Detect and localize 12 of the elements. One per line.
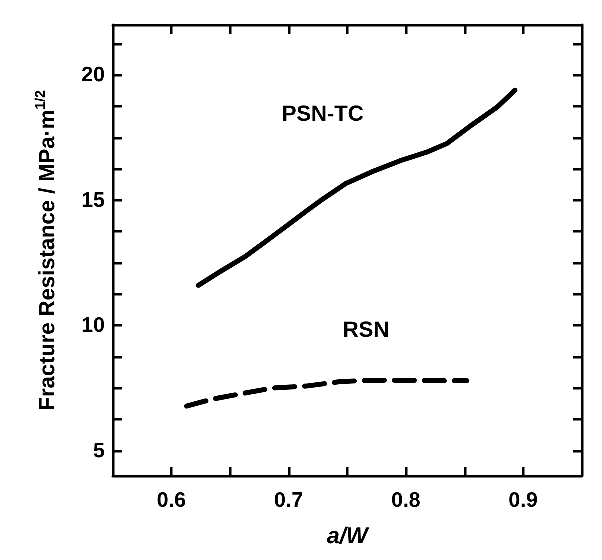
x-tick-label: 0.8 xyxy=(392,489,422,512)
y-tick-label: 5 xyxy=(93,439,106,462)
x-tick-label: 0.9 xyxy=(508,489,538,512)
y-axis-title: Fracture Resistance / MPa·m1/2 xyxy=(32,90,60,411)
y-tick-label: 20 xyxy=(82,64,105,87)
text: PSN-TC xyxy=(282,100,364,126)
x-axis-title: a/W xyxy=(327,522,370,548)
y-tick-label: 15 xyxy=(82,188,106,212)
x-tick-label: 0.7 xyxy=(274,489,304,512)
series-label: RSN xyxy=(343,317,390,342)
x-tick-label: 0.6 xyxy=(157,489,186,512)
y-tick-label: 10 xyxy=(82,314,105,338)
